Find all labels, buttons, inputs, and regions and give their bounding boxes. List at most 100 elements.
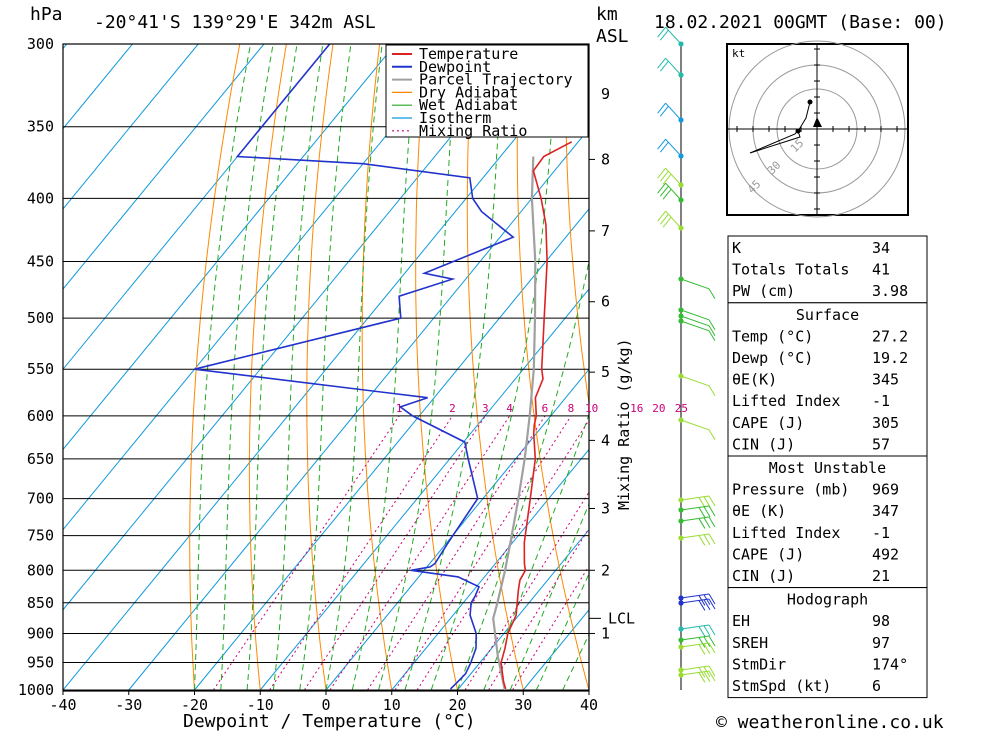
table-row-label: PW (cm) (732, 282, 795, 300)
table-row-label: θE (K) (732, 502, 786, 520)
table-row-value: 57 (872, 435, 890, 453)
hodograph-unit: kt (732, 47, 745, 60)
mixing-ratio-label: 2 (449, 402, 456, 415)
table-row-value: 347 (872, 502, 899, 520)
table-row-label: SREH (732, 634, 768, 652)
parameter-tables: K 34 Totals Totals 41 PW (cm) 3.98 Surface Temp… (727, 235, 928, 699)
table-row-value: 3.98 (872, 282, 908, 300)
wind-barb-flag (708, 429, 716, 441)
table-row-value: 97 (872, 634, 890, 652)
table-row-label: K (732, 239, 741, 257)
table-title: Surface (796, 306, 859, 324)
wind-barb-flag (698, 626, 706, 637)
pressure-tick-label: 400 (27, 189, 54, 207)
wind-barb-flag (703, 506, 711, 517)
isotherm-line (457, 528, 589, 691)
storm-motion-marker (813, 117, 822, 127)
wet-adiabat-line (457, 258, 589, 691)
wind-barb-flag (708, 642, 716, 654)
wind-barb-shaft (680, 320, 710, 332)
table-row-value: 6 (872, 677, 881, 695)
height-tick-label: 9 (601, 85, 610, 103)
wind-barb-shaft (665, 26, 682, 45)
wind-barb-flag (698, 518, 706, 529)
table-row-label: Lifted Index (732, 392, 840, 410)
wind-barb-flag (708, 598, 716, 610)
wind-barb-flag (708, 330, 716, 342)
table-title: Hodograph (787, 591, 868, 609)
mixing-ratio-label: 20 (652, 402, 665, 415)
pressure-tick-label: 450 (27, 253, 54, 271)
mixing-ratio-labels: 12346810162025 (396, 402, 688, 415)
legend-label: Dry Adiabat (419, 83, 518, 101)
table-row-value: 98 (872, 612, 890, 630)
table-row-label: Pressure (mb) (732, 481, 849, 499)
height-tick-label: 1 (601, 624, 610, 642)
legend-label: Temperature (419, 45, 518, 63)
isotherm-line (63, 47, 589, 691)
wind-barb-flag (698, 644, 706, 655)
wind-barb-flag (659, 185, 669, 197)
wind-barb-flag (708, 665, 716, 677)
wind-barb-shaft (680, 375, 710, 387)
x-tick-label: -20 (181, 696, 208, 714)
dry-adiabat-line (939, 44, 1000, 690)
mixing-ratio-label: 8 (568, 402, 575, 415)
wind-barb-flag (703, 517, 711, 528)
dewpoint-line (194, 44, 515, 690)
pressure-tick-label: 750 (27, 527, 54, 545)
wind-barb-shaft (680, 309, 710, 321)
table-row-value: 492 (872, 545, 899, 563)
table-row-label: StmSpd (kt) (732, 677, 831, 695)
pressure-tick-label: 950 (27, 653, 54, 671)
isotherm-line (0, 44, 1, 690)
wind-barb-flag (657, 57, 666, 69)
hodograph-point (807, 99, 813, 105)
hodograph-trace (749, 101, 811, 154)
isotherm-line (63, 44, 265, 290)
wind-barb-flag (657, 26, 666, 38)
wind-barb-flag (703, 636, 711, 647)
mixing-ratio-line (416, 419, 589, 691)
pressure-tick-label: 500 (27, 309, 54, 327)
height-unit-label: km (596, 4, 618, 25)
wind-barb-flag (659, 213, 669, 225)
wind-barb-flag (657, 102, 666, 114)
x-tick-label: 20 (448, 696, 466, 714)
wind-barb-flag (698, 672, 706, 683)
pressure-tick-label: 900 (27, 624, 54, 642)
mixing-ratio-label: 3 (482, 402, 489, 415)
legend-label: Isotherm (419, 109, 491, 127)
table-row-label: EH (732, 612, 750, 630)
wind-barb-shaft (665, 182, 682, 201)
table-box (727, 235, 928, 304)
table-row-value: -1 (872, 524, 890, 542)
table-row-value: 41 (872, 261, 890, 279)
table-row-value: -1 (872, 392, 890, 410)
table-row-value: 969 (872, 481, 899, 499)
wind-barb-flag (708, 593, 716, 605)
wind-barb-flag (659, 60, 669, 72)
mixing-ratio-line (329, 415, 510, 691)
wind-barb-flag (698, 497, 706, 508)
table-row-label: CIN (J) (732, 435, 795, 453)
axes: 3003504004505005506006507007508008509009… (18, 35, 635, 714)
sounding-series (194, 44, 573, 691)
wind-barb-flag (708, 495, 716, 507)
wind-barb-flag (698, 600, 706, 611)
table-box (727, 302, 928, 457)
x-tick-label: 40 (580, 696, 598, 714)
wind-barb-flag (708, 635, 716, 647)
wind-barb-flag (659, 141, 669, 153)
mixing-ratio-lines (212, 415, 589, 691)
height-tick-label: 3 (601, 499, 610, 517)
wet-adiabat-line (535, 572, 589, 691)
wind-barb-flag (703, 671, 711, 682)
mixing-ratio-label: 16 (630, 402, 643, 415)
wind-barb-flag (657, 210, 666, 222)
height-tick-label: 2 (601, 561, 610, 579)
table-row-label: Dewp (°C) (732, 349, 813, 367)
table-row-label: CAPE (J) (732, 414, 804, 432)
wind-barb-flag (708, 505, 716, 517)
